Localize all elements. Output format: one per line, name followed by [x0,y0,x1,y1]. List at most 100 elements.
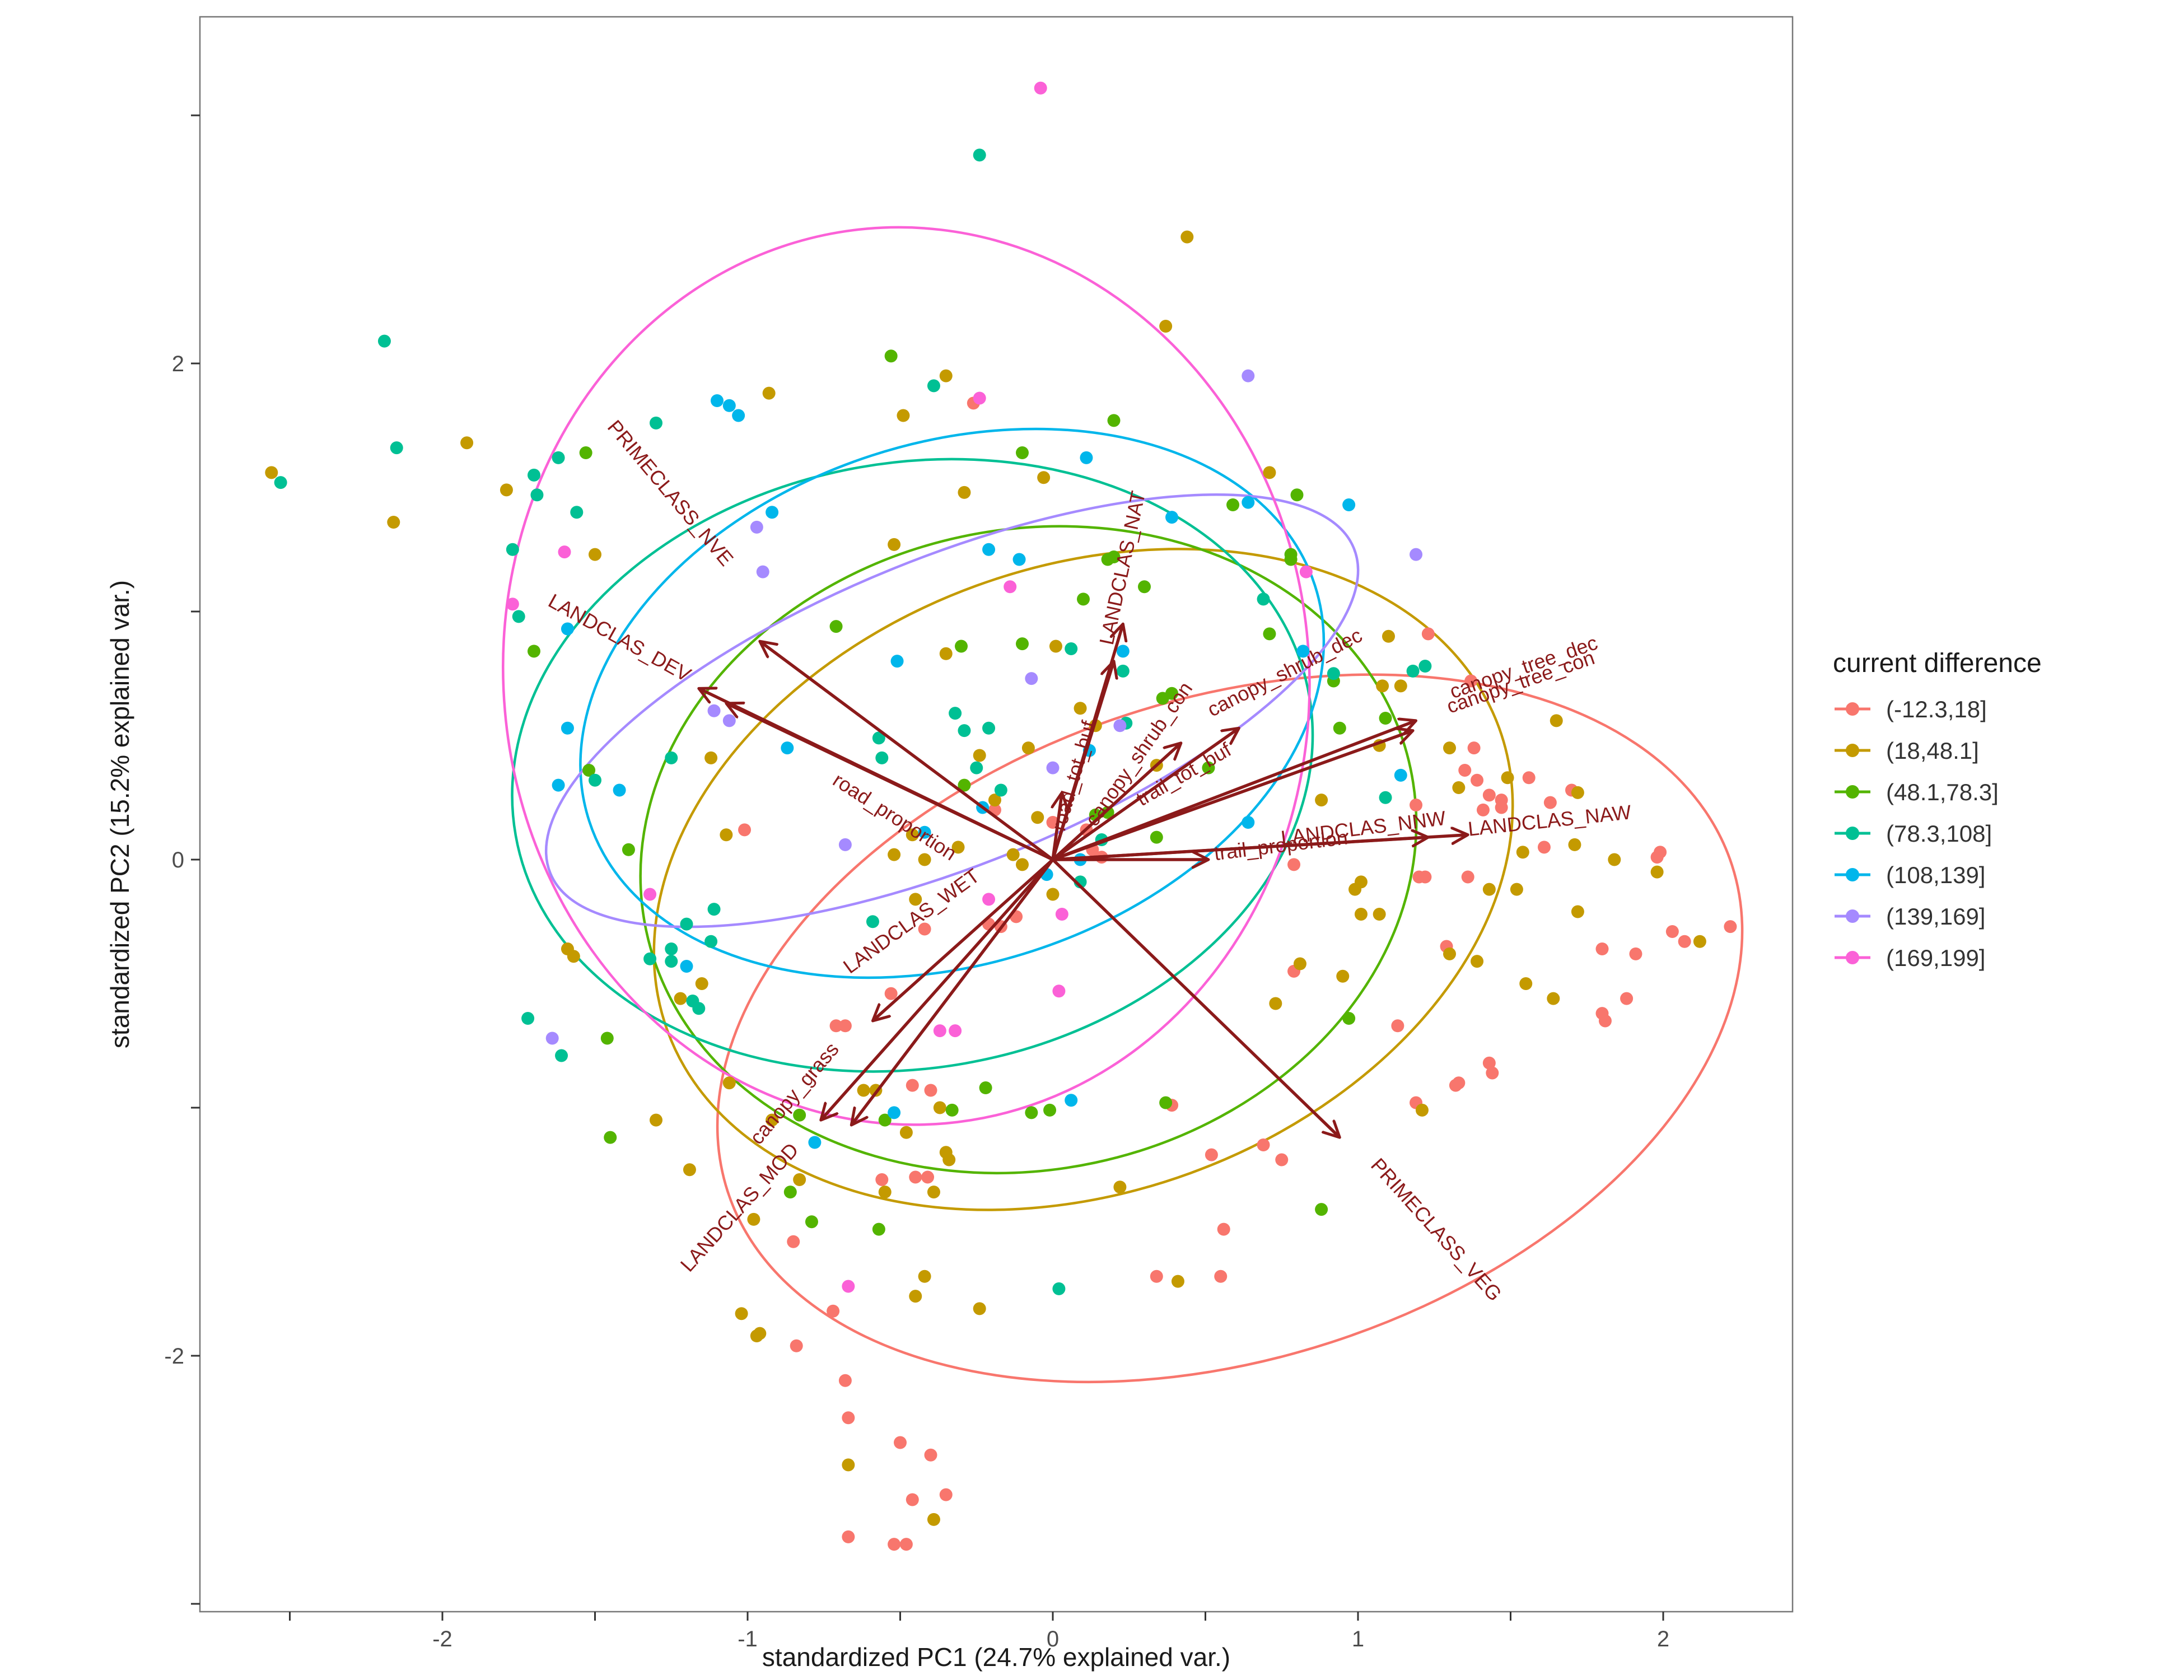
point-(-12.3,18] [1391,1019,1404,1033]
point-(48.1,78.3] [783,1186,797,1199]
point-(18,48.1] [387,516,400,529]
point-(169,199] [506,598,519,611]
point-(18,48.1] [265,466,278,479]
ellipse-(-12.3,18] [716,673,1744,1384]
point-(-12.3,18] [787,1235,800,1248]
point-(139,169] [1025,672,1038,685]
point-(108,139] [1012,553,1026,566]
point-(18,48.1] [747,1212,760,1226]
point-(48.1,78.3] [793,1108,806,1122]
point-(18,48.1] [753,1327,767,1340]
point-(-12.3,18] [1476,803,1490,816]
legend-entry-(18,48.1]: (18,48.1] [1835,738,1979,764]
point-(18,48.1] [888,538,901,551]
point-(18,48.1] [1031,811,1044,824]
point-(48.1,78.3] [604,1131,617,1144]
point-(78.3,108] [665,942,678,955]
point-(18,48.1] [1568,838,1581,851]
point-(-12.3,18] [1522,771,1536,785]
point-(-12.3,18] [918,922,931,936]
legend: current difference (-12.3,18] (18,48.1] (4… [1833,648,2042,971]
ellipse-(169,199] [502,226,1311,1126]
arrow-LANDCLAS_WET [872,858,1054,1021]
point-(-12.3,18] [1461,870,1474,884]
point-(-12.3,18] [827,1304,840,1318]
legend-key-dot [1846,785,1859,799]
point-(48.1,78.3] [979,1081,992,1095]
point-(48.1,78.3] [805,1215,818,1229]
point-(78.3,108] [506,543,519,556]
point-(-12.3,18] [1471,773,1484,787]
legend-label: (18,48.1] [1886,738,1979,764]
point-(-12.3,18] [1650,851,1664,864]
point-(78.3,108] [555,1049,568,1062]
point-(139,169] [756,565,769,578]
point-(78.3,108] [665,955,678,968]
point-(169,199] [933,1024,946,1038]
point-(18,48.1] [720,828,733,842]
point-(48.1,78.3] [579,446,592,459]
ellipse-(18,48.1] [652,548,1514,1211]
point-(48.1,78.3] [582,764,596,777]
point-(18,48.1] [927,1513,940,1526]
point-(18,48.1] [1373,907,1386,921]
point-(-12.3,18] [888,1538,901,1551]
legend-entry-(169,199]: (169,199] [1835,945,1985,971]
arrow-trail_tot_buf [1052,743,1181,861]
legend-key-dot [1846,702,1859,716]
arrow-canopy_shrub_con [1053,792,1062,860]
point-(48.1,78.3] [1315,1203,1328,1216]
point-(-12.3,18] [1275,1153,1289,1166]
legend-entry-(108,139]: (108,139] [1835,862,1985,888]
point-(139,169] [838,838,852,851]
point-(108,139] [711,394,724,407]
arrow-LANDCLAS_NAT [1051,624,1123,860]
point-(78.3,108] [552,451,565,464]
y-axis-title: standardized PC2 (15.2% explained var.) [105,580,134,1048]
point-(18,48.1] [500,483,513,497]
point-(48.1,78.3] [829,620,843,633]
point-(-12.3,18] [1464,674,1478,688]
point-(48.1,78.3] [1263,627,1276,641]
point-(169,199] [1299,565,1313,578]
point-(78.3,108] [1379,791,1392,804]
point-(18,48.1] [1376,679,1389,693]
point-(108,139] [888,1106,901,1119]
point-(78.3,108] [377,334,391,348]
point-(139,169] [1046,761,1060,774]
point-(18,48.1] [909,893,922,906]
point-(18,48.1] [1415,1103,1429,1117]
point-(-12.3,18] [1410,799,1423,812]
point-(-12.3,18] [1598,1014,1612,1028]
ellipse-(108,139] [579,427,1326,979]
point-(-12.3,18] [939,1488,953,1501]
arrow-LANDCLAS_MOD [851,858,1054,1125]
arrow-LANDCLAS_NAW [1052,835,1468,861]
legend-entry-(78.3,108]: (78.3,108] [1835,820,1992,847]
point-(108,139] [561,721,574,735]
legend-label: (-12.3,18] [1886,696,1987,722]
point-(48.1,78.3] [1077,592,1090,606]
point-(-12.3,18] [906,1493,919,1506]
point-(-12.3,18] [884,987,898,1000]
point-(-12.3,18] [894,1436,907,1449]
point-(-12.3,18] [1452,1076,1466,1090]
legend-label: (48.1,78.3] [1886,779,1999,805]
point-(108,139] [982,543,996,556]
point-(48.1,78.3] [1107,414,1121,427]
point-(18,48.1] [1394,679,1407,693]
point-(18,48.1] [1293,957,1306,970]
point-(-12.3,18] [842,1530,855,1543]
point-(108,139] [722,399,736,412]
point-(-12.3,18] [1486,1066,1499,1080]
point-(18,48.1] [1263,466,1276,479]
point-(108,139] [613,783,626,797]
point-(78.3,108] [927,379,940,393]
point-(108,139] [1242,496,1255,509]
scatter-points [265,81,1737,1551]
point-(18,48.1] [1016,858,1029,871]
point-(139,169] [1242,369,1255,382]
point-(18,48.1] [650,1113,662,1127]
point-(48.1,78.3] [878,1113,892,1127]
point-(18,48.1] [1159,320,1173,333]
